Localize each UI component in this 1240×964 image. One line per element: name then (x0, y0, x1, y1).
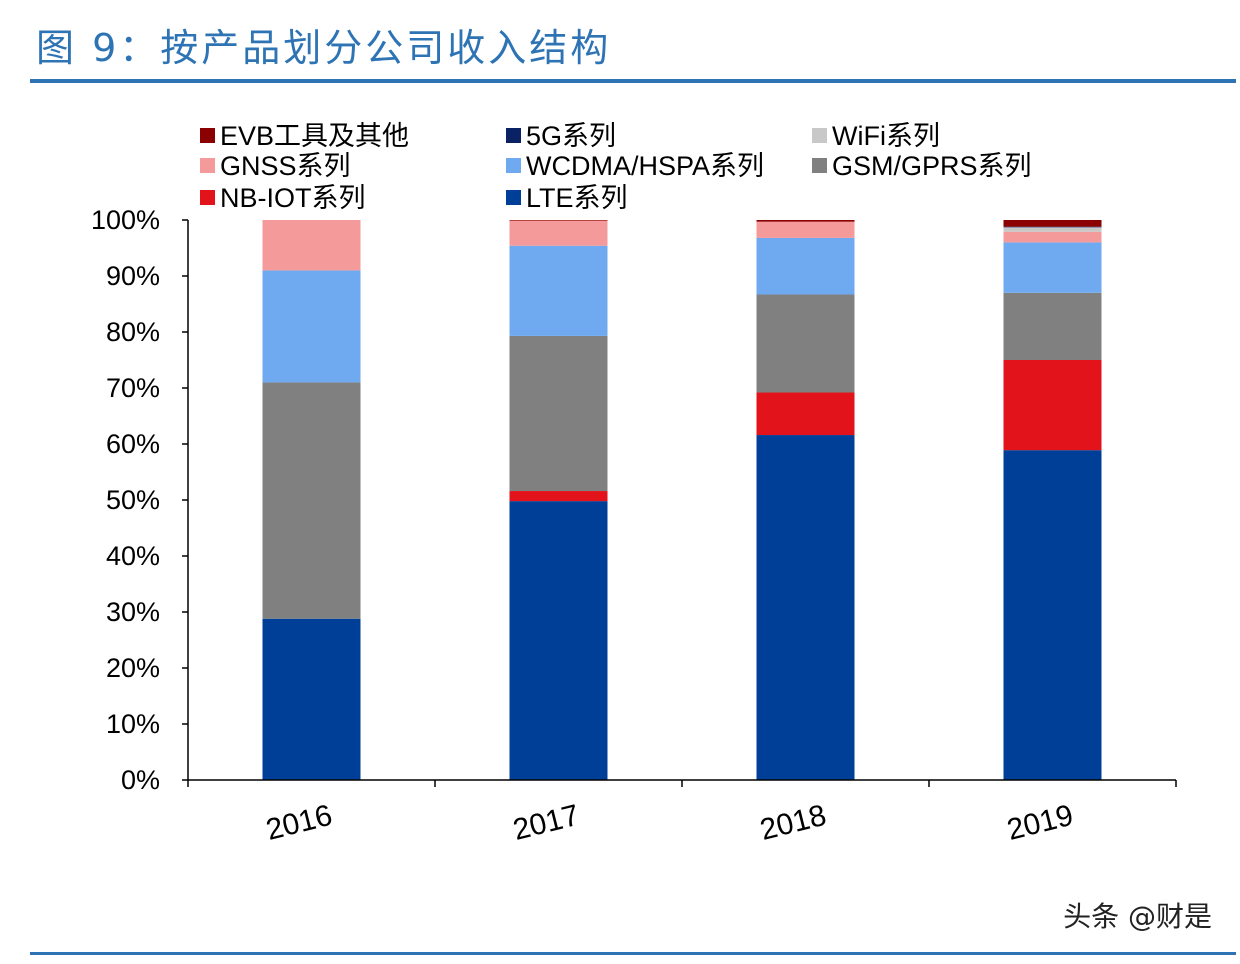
y-tick-label: 100% (91, 205, 160, 235)
bar-2019-gsm-gprs-2 (1003, 292, 1102, 360)
legend-swatch-wcdma-hspa-4 (506, 158, 521, 173)
bar-2019-evb-7 (1003, 220, 1102, 227)
y-tick-label: 40% (106, 541, 160, 571)
footer-divider (30, 952, 1236, 955)
y-tick-label: 30% (106, 597, 160, 627)
x-tick-label: 2017 (510, 799, 583, 847)
legend-label-lte-7: LTE系列 (526, 183, 628, 213)
y-tick-label: 20% (106, 653, 160, 683)
bar-2017-gnss-4 (509, 220, 608, 246)
bar-2017-evb-7 (509, 220, 608, 221)
x-tick-label: 2018 (757, 799, 830, 847)
legend-label-gsm-gprs-5: GSM/GPRS系列 (832, 151, 1032, 181)
bar-2019-5g-6 (1003, 226, 1102, 228)
y-tick-label: 90% (106, 261, 160, 291)
legend-swatch-lte-7 (506, 190, 521, 205)
y-tick-label: 50% (106, 485, 160, 515)
y-tick-label: 70% (106, 373, 160, 403)
bar-2018-gsm-gprs-2 (756, 294, 855, 393)
bar-2016-lte-0 (262, 618, 361, 780)
x-tick-label: 2019 (1004, 799, 1077, 847)
x-tick-label: 2016 (263, 799, 336, 847)
legend-swatch-gsm-gprs-5 (812, 158, 827, 173)
legend-label-5g-1: 5G系列 (526, 121, 616, 151)
watermark: 头条 @财是 (1063, 900, 1212, 933)
title-divider (30, 79, 1236, 83)
legend-label-evb-0: EVB工具及其他 (220, 121, 409, 151)
bar-2019-wcdma-hspa-3 (1003, 242, 1102, 293)
legend-label-wcdma-hspa-4: WCDMA/HSPA系列 (526, 151, 764, 181)
legend-label-gnss-3: GNSS系列 (220, 151, 351, 181)
bar-2019-gnss-4 (1003, 231, 1102, 243)
bar-2016-wcdma-hspa-3 (262, 270, 361, 383)
bar-2016-gsm-gprs-2 (262, 382, 361, 619)
bar-2018-wcdma-hspa-3 (756, 237, 855, 295)
legend-swatch-evb-0 (200, 128, 215, 143)
legend-label-nb-iot-6: NB-IOT系列 (220, 183, 366, 213)
bar-2016-gnss-4 (262, 220, 361, 271)
legend-label-wifi-2: WiFi系列 (832, 121, 940, 151)
bar-2017-wcdma-hspa-3 (509, 245, 608, 336)
bar-2019-lte-0 (1003, 450, 1102, 780)
y-tick-label: 80% (106, 317, 160, 347)
bar-2018-gnss-4 (756, 221, 855, 238)
bar-2018-nb-iot-1 (756, 392, 855, 436)
bar-2019-wifi-5 (1003, 227, 1102, 232)
bar-2017-lte-0 (509, 501, 608, 780)
bar-2019-nb-iot-1 (1003, 360, 1102, 451)
bar-2017-nb-iot-1 (509, 491, 608, 502)
legend-swatch-gnss-3 (200, 158, 215, 173)
figure-title: 图 9：按产品划分公司收入结构 (36, 26, 612, 70)
bar-2018-lte-0 (756, 435, 855, 780)
y-tick-label: 60% (106, 429, 160, 459)
bar-2017-gsm-gprs-2 (509, 335, 608, 492)
y-tick-label: 0% (121, 765, 160, 795)
legend-swatch-wifi-2 (812, 128, 827, 143)
legend-swatch-5g-1 (506, 128, 521, 143)
y-tick-label: 10% (106, 709, 160, 739)
legend-swatch-nb-iot-6 (200, 190, 215, 205)
bar-2018-evb-7 (756, 220, 855, 222)
